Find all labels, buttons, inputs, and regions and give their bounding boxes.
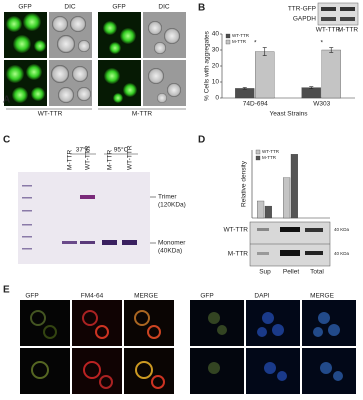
y-tick-label: 30 [212,47,220,54]
lane-label: M-TTR [67,149,74,170]
header: GFP [112,4,125,11]
inset-label: TTR-GFP [288,6,316,13]
header: GFP [200,293,213,300]
inset-label: WT-TTR [316,27,341,34]
panel-label: A [3,95,10,106]
bar [283,177,291,219]
legend-label: M-TTR [262,155,277,160]
error-bar [262,47,267,56]
group-label: M-TTR [132,111,153,118]
header: DIC [158,4,170,11]
inset-blot [317,2,359,26]
legend-swatch [225,39,231,45]
lane-label: WT-TTR [85,145,92,170]
error-bar [309,86,314,89]
band-label: (40KDa) [158,248,182,255]
y-tick-label: 20 [212,63,220,70]
panel-label: B [198,3,205,14]
header: DAPI [254,293,269,300]
panel-label: D [198,135,205,146]
bar [321,49,341,99]
marker-label: 40 KDa [334,227,350,232]
x-tick-label: Pellet [283,269,299,276]
bar [235,88,255,99]
panel-label: E [3,285,10,296]
error-bar [242,87,247,90]
panel-label: C [3,135,10,146]
bar [290,154,298,219]
marker-label: 40 KDa [334,251,350,256]
y-tick-label: 40 [212,31,220,38]
x-tick-label: W303 [313,101,330,108]
band-label: (120KDa) [158,202,186,209]
y-axis-label: % Cells with aggregates [204,30,211,100]
header: GFP [18,4,31,11]
y-tick-label: 10 [212,79,220,86]
temp-label: 37°C [76,146,91,154]
bar [257,200,265,219]
legend-label: WT-TTR [262,149,280,154]
legend-swatch [255,149,261,155]
row-label: WT-TTR [223,227,248,234]
y-tick-label: 0 [215,95,219,102]
row-label: M-TTR [228,251,249,258]
header: FM4-64 [81,293,104,300]
inset-label: GAPDH [293,16,316,23]
annotation: * [254,39,257,46]
legend-swatch [225,33,231,39]
header: MERGE [310,293,335,300]
legend-label: WT-TTR [232,33,250,38]
blot-c [18,153,156,264]
x-tick-label: Sup [259,269,271,276]
inset-label: M-TTR [338,27,359,34]
header: GFP [25,293,38,300]
annotation: * [320,39,323,46]
group-label: WT-TTR [38,111,63,118]
header: MERGE [134,293,159,300]
band-label: Trimer [158,194,177,201]
micrographs-a [4,12,186,110]
lane-label: WT-TTR [127,145,134,170]
temp-label: 95°C [114,146,129,154]
error-bar [329,47,334,53]
lane-label: M-TTR [107,149,114,170]
x-tick-label: 74D-694 [243,101,268,108]
band-label: Monomer [158,240,186,247]
y-axis-label: Relative density [241,160,248,207]
header: DIC [64,4,76,11]
legend-swatch [255,155,261,161]
bar [264,205,272,219]
blot-d [249,221,331,267]
bar [301,87,321,99]
bar [255,51,275,99]
legend-label: M-TTR [232,39,247,44]
x-tick-label: Total [310,269,324,276]
x-axis-label: Yeast Strains [269,111,308,118]
micrographs-e [20,300,356,394]
